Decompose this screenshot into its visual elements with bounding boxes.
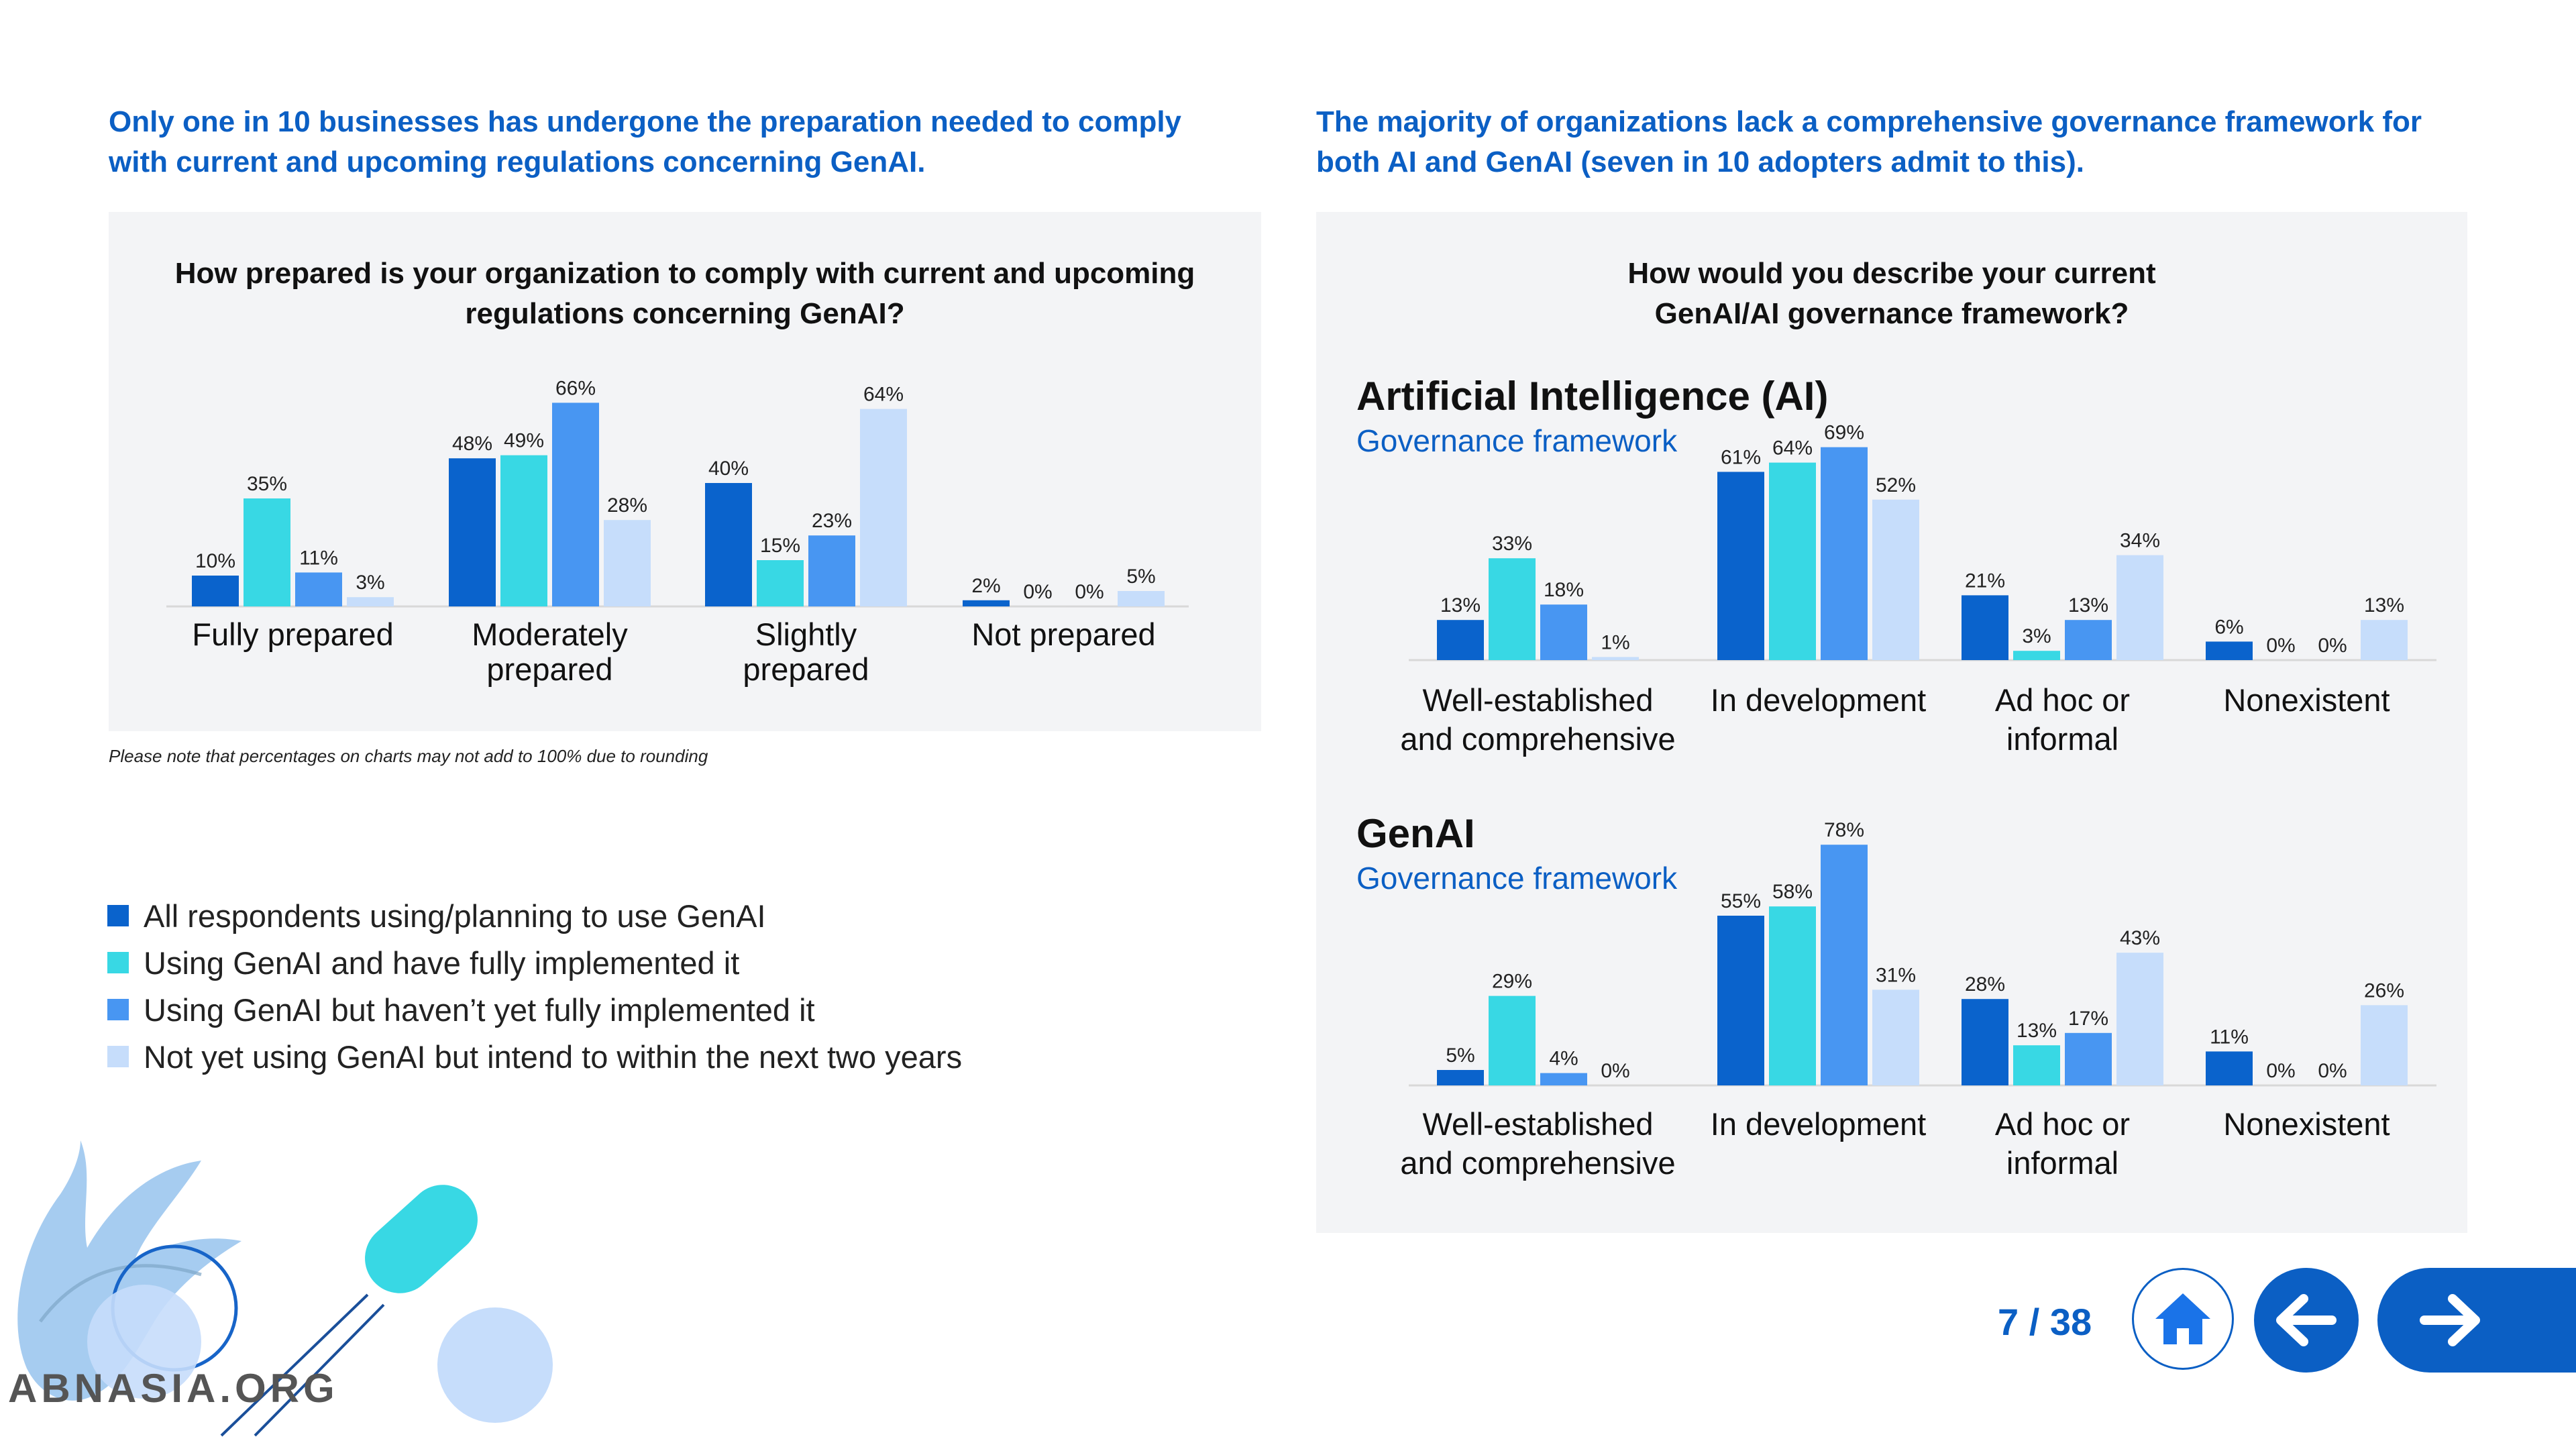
left-question-line: How prepared is your organization to com… (174, 257, 1195, 290)
home-button[interactable] (2132, 1268, 2234, 1370)
legend-swatch (107, 999, 129, 1020)
left-headline-line: Only one in 10 businesses has undergone … (109, 105, 1182, 138)
legend-swatch (107, 905, 129, 926)
ai-section-subtitle: Governance framework (1356, 423, 1678, 458)
previous-page-button[interactable] (2254, 1268, 2359, 1373)
right-headline: The majority of organizations lack a com… (1316, 102, 2497, 182)
decor-circle (437, 1307, 553, 1423)
genai-section-subtitle: Governance framework (1356, 861, 1678, 896)
home-icon (2155, 1293, 2210, 1344)
left-headline-line: with current and upcoming regulations co… (109, 146, 926, 178)
left-question-line: regulations concerning GenAI? (465, 297, 905, 330)
arrow-left-icon (2276, 1294, 2337, 1346)
left-chart-question: How prepared is your organization to com… (109, 254, 1261, 334)
legend-item: Using GenAI and have fully implemented i… (107, 939, 962, 986)
legend-label: Using GenAI but haven’t yet fully implem… (144, 991, 815, 1028)
decor-pill (365, 1185, 478, 1293)
right-chart-question: How would you describe your current GenA… (1316, 254, 2467, 334)
legend-swatch (107, 1046, 129, 1067)
arrow-right-icon (2420, 1294, 2480, 1346)
decor-line (254, 1303, 385, 1437)
ai-section-title: Artificial Intelligence (AI) (1356, 374, 1829, 419)
legend-item: Using GenAI but haven’t yet fully implem… (107, 986, 962, 1033)
bird-line (39, 1264, 202, 1323)
page-indicator: 7 / 38 (1998, 1301, 2092, 1343)
right-chart-panel (1316, 212, 2467, 1233)
next-page-button[interactable] (2377, 1268, 2576, 1373)
decor-circle (87, 1285, 201, 1399)
legend-label: All respondents using/planning to use Ge… (144, 898, 766, 934)
watermark: ABNASIA.ORG (8, 1366, 339, 1411)
decor-line (220, 1293, 369, 1437)
left-chart-panel (109, 212, 1261, 731)
right-question-line: GenAI/AI governance framework? (1654, 297, 2129, 330)
legend-label: Not yet using GenAI but intend to within… (144, 1038, 963, 1075)
legend-label: Using GenAI and have fully implemented i… (144, 945, 740, 981)
right-headline-line: The majority of organizations lack a com… (1316, 105, 2422, 138)
decorative-illustration: ABNASIA.ORG (8, 1140, 553, 1437)
legend-item: All respondents using/planning to use Ge… (107, 892, 962, 939)
genai-section-title: GenAI (1356, 811, 1475, 856)
rounding-note: Please note that percentages on charts m… (109, 746, 708, 766)
chart-legend: All respondents using/planning to use Ge… (107, 892, 962, 1080)
right-question-line: How would you describe your current (1627, 257, 2156, 290)
right-headline-line: both AI and GenAI (seven in 10 adopters … (1316, 146, 2084, 178)
legend-swatch (107, 952, 129, 973)
legend-item: Not yet using GenAI but intend to within… (107, 1033, 962, 1080)
bird-illustration (17, 1140, 241, 1401)
left-headline: Only one in 10 businesses has undergone … (109, 102, 1289, 182)
